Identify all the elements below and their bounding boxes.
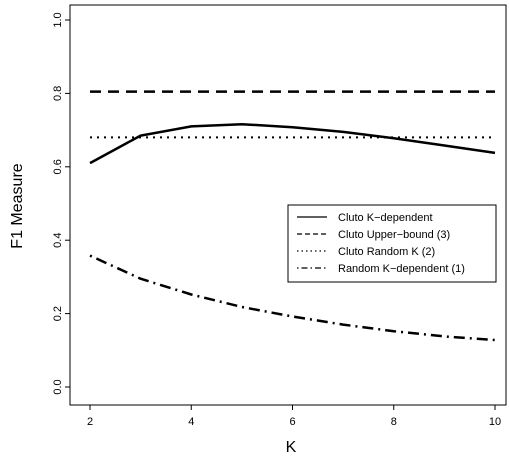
x-tick-label: 2 (87, 416, 93, 428)
series-layer (89, 90, 496, 342)
legend-label: Cluto Upper−bound (3) (338, 229, 450, 241)
legend: Cluto K−dependent Cluto Upper−bound (3) Cl… (287, 204, 497, 283)
x-axis: 2 4 6 8 10 (87, 405, 501, 428)
series-line-solid (89, 122, 496, 165)
x-tick-label: 6 (289, 416, 295, 428)
y-tick-label: 1.0 (52, 12, 64, 27)
y-tick-label: 0.0 (52, 379, 64, 394)
legend-label: Cluto Random K (2) (338, 246, 435, 258)
plot-frame (69, 4, 507, 406)
x-tick-label: 8 (391, 416, 397, 428)
legend-label: Random K−dependent (1) (338, 263, 465, 275)
y-tick-label: 0.8 (52, 86, 64, 101)
legend-box (287, 204, 497, 283)
y-tick-label: 0.2 (52, 306, 64, 321)
legend-label: Cluto K−dependent (338, 212, 433, 224)
y-axis-title: F1 Measure (9, 163, 26, 248)
y-axis: 0.0 0.2 0.4 0.6 0.8 1.0 (52, 12, 70, 395)
x-tick-label: 10 (489, 416, 501, 428)
y-tick-label: 0.6 (52, 159, 64, 174)
x-tick-label: 4 (188, 416, 194, 428)
x-axis-title: K (286, 439, 297, 456)
y-tick-label: 0.4 (52, 233, 64, 248)
